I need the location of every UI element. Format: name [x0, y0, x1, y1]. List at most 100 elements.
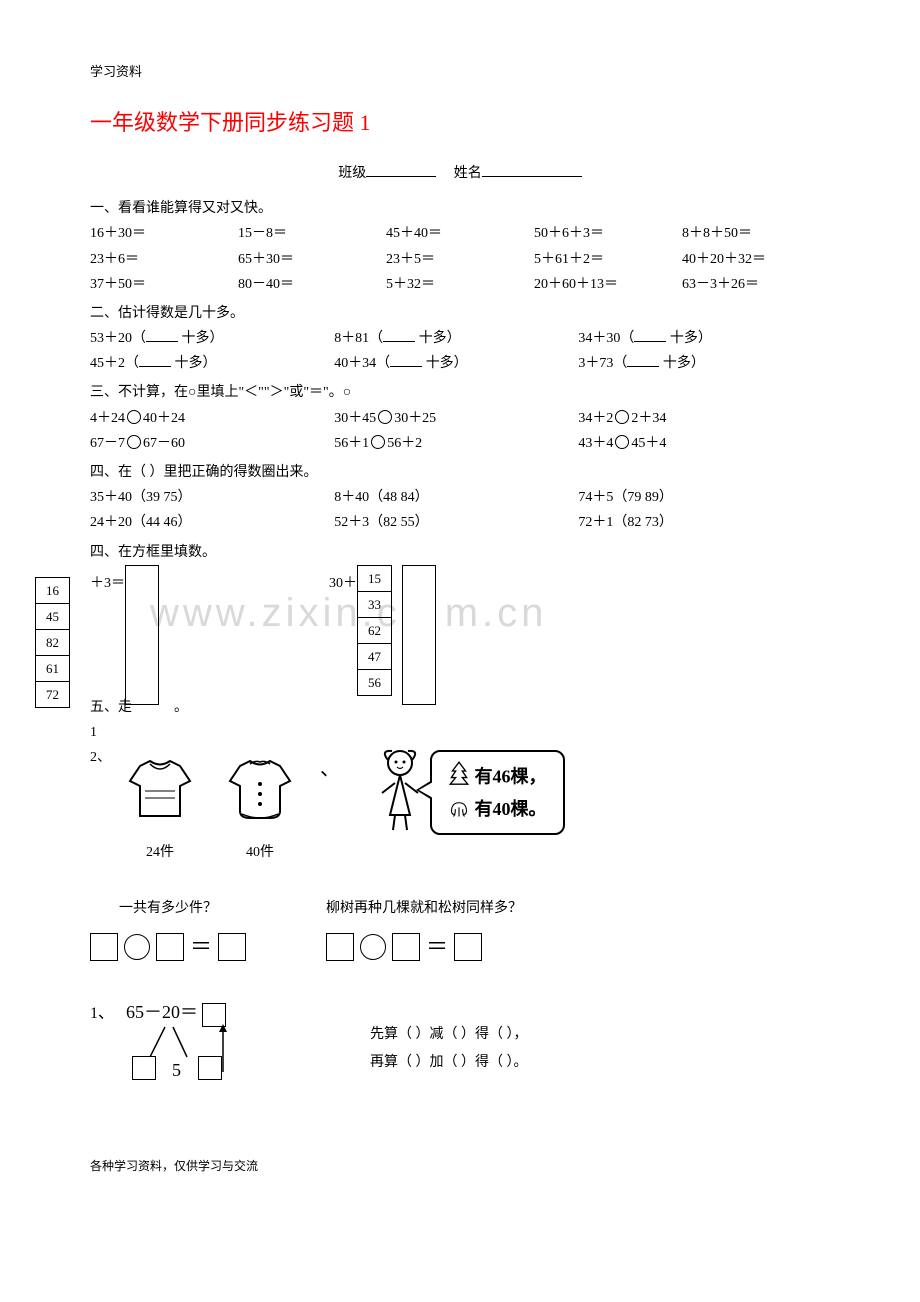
five-label: 5 [172, 1054, 181, 1086]
class-label: 班级 [338, 166, 366, 181]
equation-template: ＝ [326, 927, 522, 967]
s2-cell: 3＋73（ 十多） [578, 351, 822, 376]
bubble-line2: 有40棵。 [475, 799, 547, 819]
class-blank [366, 163, 436, 177]
calc-line1: 先算（ ）减（ ）得（ ）， [370, 1021, 528, 1049]
lhs: 34＋2 [578, 411, 613, 426]
section4b-head: 四、在方框里填数。 [90, 540, 830, 565]
s3-cell: 30＋4530＋25 [334, 406, 578, 431]
s2-row1: 45＋2（ 十多） 40＋34（ 十多） 3＋73（ 十多） [90, 351, 830, 376]
s2-suffix: 十多） [659, 356, 705, 371]
lhs: 43＋4 [578, 436, 613, 451]
s2-prefix: 40＋34（ [334, 356, 390, 371]
circle-blank [127, 410, 141, 424]
calc-num: 1、 [90, 1005, 114, 1022]
s2-suffix: 十多） [171, 356, 217, 371]
blank [634, 328, 666, 342]
rhs: 45＋4 [631, 436, 666, 451]
square-blank [198, 1056, 222, 1080]
class-name-line: 班级 姓名 [90, 161, 830, 186]
s4a-cell: 74＋5（79 89） [578, 485, 822, 510]
circle-blank [371, 435, 385, 449]
square-blank [454, 933, 482, 961]
q-left: 一共有多少件？ [90, 896, 246, 921]
circle-blank [378, 410, 392, 424]
backtick-mark: 、 [320, 751, 340, 787]
page-header-small: 学习资料 [90, 60, 830, 83]
rhs: 56＋2 [387, 436, 422, 451]
s2-suffix: 十多） [666, 331, 712, 346]
table-cell: 16 [36, 577, 70, 603]
blank [139, 353, 171, 367]
s4a-cell: 24＋20（44 46） [90, 510, 334, 535]
blank [627, 353, 659, 367]
table-cell: 56 [358, 669, 392, 695]
problem-pair: 一共有多少件？ ＝ 柳树再种几棵就和松树同样多？ ＝ [90, 896, 830, 967]
square-blank [156, 933, 184, 961]
square-blank [132, 1056, 156, 1080]
s2-suffix: 十多） [422, 356, 468, 371]
rhs: 67－60 [143, 436, 185, 451]
calc-answer-lines: 先算（ ）减（ ）得（ ）， 再算（ ）加（ ）得（ ）。 [370, 1021, 528, 1077]
table-cell: 61 [36, 655, 70, 681]
blank [383, 328, 415, 342]
table-cell: 47 [358, 643, 392, 669]
s1-cell: 63－3＋26＝ [682, 272, 830, 297]
left-number-stack: 16 45 82 61 72 [35, 577, 70, 708]
s2-cell: 53＋20（ 十多） [90, 326, 334, 351]
table-cell: 33 [358, 591, 392, 617]
s1-cell: 40＋20＋32＝ [682, 247, 830, 272]
s2-prefix: 8＋81（ [334, 331, 383, 346]
table-cell: 72 [36, 681, 70, 707]
page-footer: 各种学习资料，仅供学习与交流 [90, 1156, 830, 1178]
equals-sign: ＝ [190, 927, 212, 967]
name-blank [482, 163, 582, 177]
s5-n1: 1 [90, 720, 830, 745]
s4a-cell: 8＋40（48 84） [334, 485, 578, 510]
s2-suffix: 十多） [178, 331, 224, 346]
pine-tree-icon [448, 760, 470, 786]
page-title: 一年级数学下册同步练习题 1 [90, 103, 830, 143]
s1-cell: 65＋30＝ [238, 247, 386, 272]
s1-cell: 37＋50＝ [90, 272, 238, 297]
s2-row0: 53＋20（ 十多） 8＋81（ 十多） 34＋30（ 十多） [90, 326, 830, 351]
shirt-icon [120, 751, 200, 831]
s1-cell: 50＋6＋3＝ [534, 221, 682, 246]
s2-cell: 8＋81（ 十多） [334, 326, 578, 351]
square-blank [90, 933, 118, 961]
right-number-stack: 15 33 62 47 56 [357, 565, 392, 696]
lhs: 67－7 [90, 436, 125, 451]
shirt-icon [220, 751, 300, 831]
s3-cell: 34＋2 2＋34 [578, 406, 822, 431]
section1-head: 一、看看谁能算得又对又快。 [90, 196, 830, 221]
rhs: 2＋34 [631, 411, 666, 426]
right-expr: 30＋ [329, 565, 357, 596]
answer-box-right [402, 565, 436, 705]
s1-cell: 5＋32＝ [386, 272, 534, 297]
s1-cell: 15－8＝ [238, 221, 386, 246]
s1-row0: 16＋30＝ 15－8＝ 45＋40＝ 50＋6＋3＝ 8＋8＋50＝ [90, 221, 830, 246]
shirt2-label: 40件 [220, 840, 300, 865]
circle-blank [360, 934, 386, 960]
section4b-body: www.zixin.c m.cn 16 45 82 61 72 ＋3＝ 30＋ … [90, 565, 830, 705]
answer-box-left [125, 565, 159, 705]
bubble-line1: 有46棵， [475, 766, 547, 786]
name-label: 姓名 [454, 166, 482, 181]
s2-prefix: 3＋73（ [578, 356, 627, 371]
rhs: 40＋24 [143, 411, 185, 426]
lhs: 56＋1 [334, 436, 369, 451]
calc-diagram: 1、 65－20＝ 5 [90, 996, 310, 1116]
s3-cell: 43＋4 45＋4 [578, 431, 822, 456]
s2-prefix: 34＋30（ [578, 331, 634, 346]
s1-row2: 37＋50＝ 80－40＝ 5＋32＝ 20＋60＋13＝ 63－3＋26＝ [90, 272, 830, 297]
s1-cell: 16＋30＝ [90, 221, 238, 246]
circle-blank [127, 435, 141, 449]
s3-cell: 56＋1 56＋2 [334, 431, 578, 456]
lhs: 4＋24 [90, 411, 125, 426]
q-right: 柳树再种几棵就和松树同样多？ [326, 896, 522, 921]
speech-bubble: 有46棵， 有40棵。 [430, 750, 565, 835]
s2-cell: 40＋34（ 十多） [334, 351, 578, 376]
section4a-head: 四、在（ ）里把正确的得数圈出来。 [90, 460, 830, 485]
s2-suffix: 十多） [415, 331, 461, 346]
calc-expr: 65－20＝ [126, 1002, 198, 1022]
